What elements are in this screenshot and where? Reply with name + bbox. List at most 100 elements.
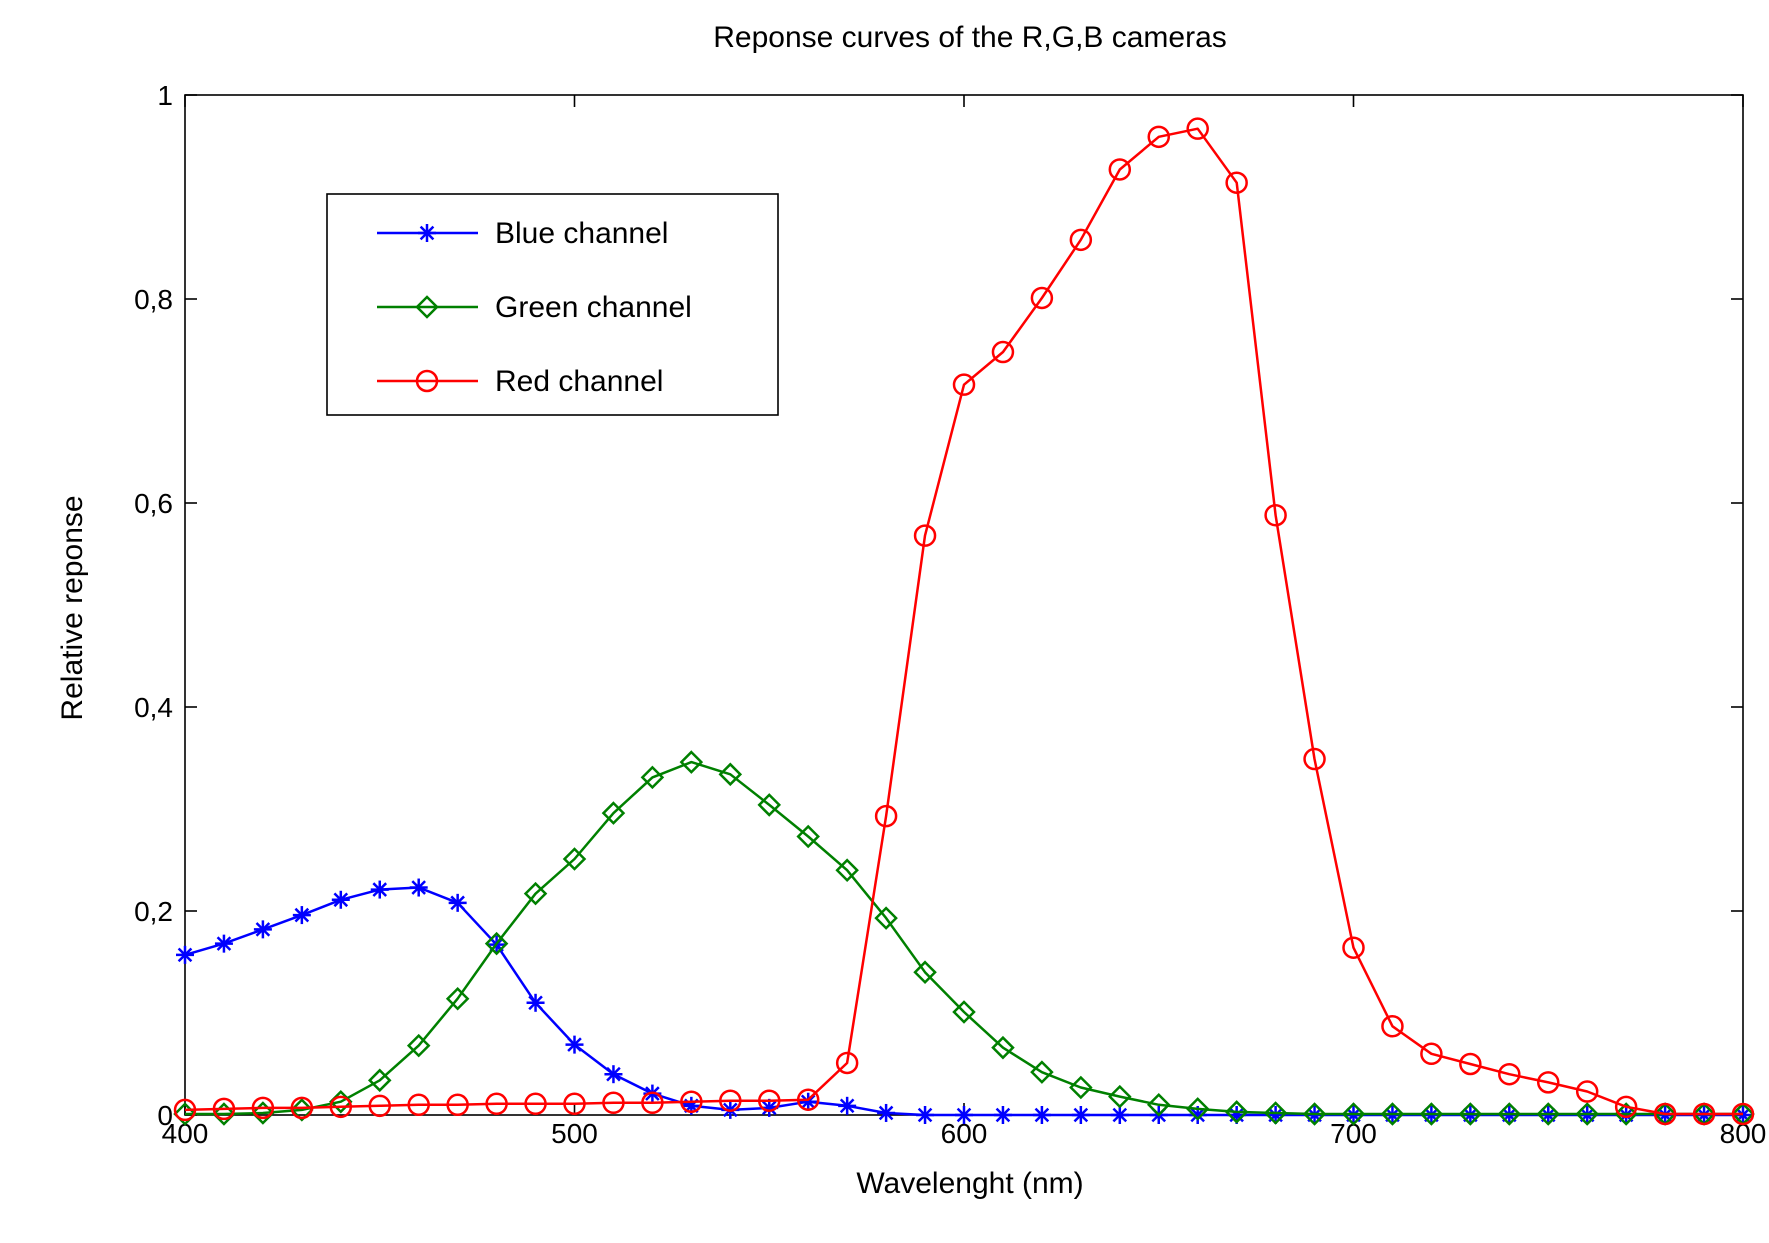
blue-channel-point-asterisk [1188, 1106, 1207, 1124]
red-channel-point-circle [1653, 1102, 1677, 1126]
green-channel-point-diamond [679, 750, 704, 774]
red-channel-point-circle [290, 1096, 314, 1120]
red-channel-point-circle [407, 1093, 430, 1117]
red-channel-point-circle [446, 1093, 469, 1117]
blue-channel-point-asterisk [955, 1106, 973, 1124]
red-channel-point-circle [485, 1092, 508, 1116]
green-channel-point-diamond [212, 1102, 236, 1126]
green-channel-point-diamond [1263, 1101, 1288, 1125]
blue-channel-point-asterisk [370, 880, 389, 899]
green-channel-point-diamond [835, 858, 859, 882]
green-channel-point-diamond [1341, 1102, 1366, 1126]
blue-channel-point-asterisk [838, 1096, 857, 1115]
series-green-channel [173, 750, 1755, 1126]
red-channel-point-circle [913, 524, 937, 547]
y-tick-label: 0,4 [134, 692, 173, 723]
legend-label-red-channel: Red channel [495, 365, 663, 398]
green-channel-point-diamond [1030, 1060, 1054, 1084]
green-channel-point-diamond [484, 931, 509, 956]
red-channel-line [184, 127, 1743, 1116]
red-channel-point-circle [173, 1098, 197, 1122]
blue-channel-point-asterisk [214, 934, 233, 953]
green-channel-point-diamond [952, 1000, 976, 1024]
y-axis-label: Relative reponse [56, 495, 89, 720]
blue-channel-point-asterisk [604, 1065, 623, 1084]
red-channel-point-circle [1537, 1071, 1560, 1094]
green-channel-point-diamond [1380, 1102, 1405, 1126]
red-channel-point-circle [680, 1090, 703, 1113]
green-channel-point-diamond [874, 906, 898, 930]
blue-channel-point-asterisk [799, 1092, 818, 1111]
green-channel-point-diamond [1575, 1102, 1599, 1126]
green-channel-point-diamond [601, 801, 626, 825]
red-channel-point-circle [1420, 1042, 1443, 1066]
legend-label-green-channel: Green channel [495, 291, 692, 324]
red-channel-point-circle [563, 1092, 586, 1116]
red-channel-point-circle [1108, 158, 1132, 181]
blue-channel-point-asterisk [1071, 1106, 1090, 1124]
blue-channel-point-asterisk [331, 890, 350, 909]
red-channel-point-circle [641, 1091, 664, 1115]
blue-channel-point-asterisk [877, 1103, 896, 1122]
blue-channel-point-asterisk [292, 906, 311, 925]
red-channel-point-circle [1498, 1062, 1521, 1086]
green-channel-point-diamond [1108, 1084, 1132, 1109]
red-channel-point-circle [719, 1089, 742, 1112]
blue-channel-point-asterisk [253, 920, 272, 939]
green-channel-point-diamond [796, 824, 820, 849]
green-channel-point-diamond [1614, 1102, 1638, 1126]
green-channel-point-diamond [1224, 1100, 1249, 1124]
red-channel-point-circle [1303, 747, 1326, 771]
red-channel-point-circle [1264, 503, 1287, 527]
red-channel-point-circle [874, 804, 898, 828]
red-channel-point-circle [329, 1095, 353, 1119]
red-channel-point-circle [251, 1096, 275, 1120]
legend-red-channel-circle [415, 369, 439, 393]
red-channel-point-circle [1186, 117, 1209, 140]
y-tick-label: 1 [157, 80, 173, 111]
green-channel-point-diamond [367, 1068, 392, 1093]
red-channel-point-circle [991, 340, 1015, 364]
green-channel-point-diamond [1536, 1102, 1561, 1126]
legend-label-blue-channel: Blue channel [495, 217, 668, 250]
green-channel-point-diamond [1069, 1075, 1093, 1100]
red-channel-point-circle [758, 1089, 781, 1112]
red-channel-point-circle [212, 1097, 236, 1121]
y-tick-label: 0,8 [134, 284, 173, 315]
chart-title: Reponse curves of the R,G,B cameras [713, 21, 1227, 54]
red-channel-point-circle [1342, 936, 1365, 959]
series-red-channel [173, 117, 1755, 1126]
x-axis-label: Wavelenght (nm) [856, 1167, 1083, 1200]
green-channel-point-diamond [1146, 1093, 1171, 1117]
green-channel-point-diamond [718, 762, 743, 787]
red-channel-point-circle [1030, 286, 1054, 310]
x-tick-label: 500 [551, 1118, 598, 1149]
green-channel-point-diamond [1497, 1102, 1522, 1126]
blue-channel-point-asterisk [409, 878, 428, 897]
blue-channel-point-asterisk [565, 1035, 584, 1054]
green-channel-point-diamond [1302, 1102, 1327, 1126]
green-channel-point-diamond [406, 1033, 431, 1058]
legend-blue-channel-asterisk [418, 224, 436, 242]
red-channel-point-circle [835, 1051, 859, 1075]
blue-channel-point-asterisk [1032, 1106, 1051, 1124]
y-tick-label: 0 [157, 1100, 173, 1131]
y-tick-label: 0,6 [134, 488, 173, 519]
red-channel-point-circle [1147, 125, 1170, 149]
y-tick-label: 0,2 [134, 896, 173, 927]
red-channel-point-circle [524, 1092, 547, 1116]
green-channel-point-diamond [913, 960, 937, 984]
green-channel-point-diamond [562, 847, 587, 871]
red-channel-point-circle [602, 1091, 625, 1115]
red-channel-point-circle [1225, 171, 1248, 194]
red-channel-point-circle [1575, 1080, 1599, 1103]
blue-channel-point-asterisk [526, 993, 545, 1012]
green-channel-point-diamond [251, 1101, 275, 1125]
red-channel-point-circle [1692, 1102, 1716, 1126]
blue-channel-point-asterisk [993, 1106, 1012, 1124]
green-channel-point-diamond [640, 765, 665, 790]
red-channel-point-circle [1614, 1095, 1638, 1119]
green-channel-line [185, 760, 1743, 1116]
green-channel-point-diamond [445, 986, 470, 1011]
